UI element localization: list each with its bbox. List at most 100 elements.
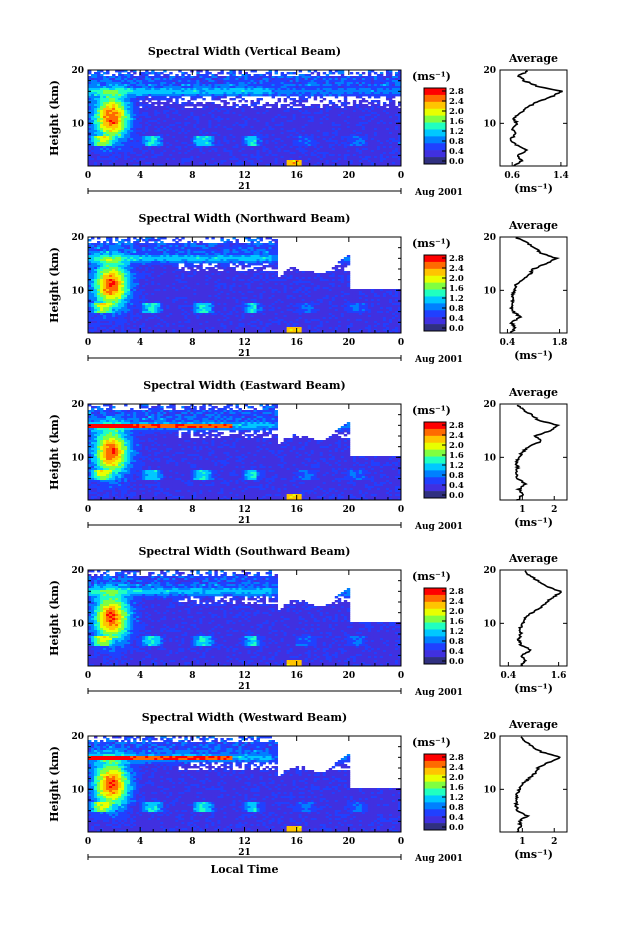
heatmap-cell <box>94 160 98 163</box>
heatmap-cell <box>193 108 197 111</box>
heatmap-cell <box>103 150 107 153</box>
heatmap-cell <box>130 118 134 121</box>
heatmap-cell <box>88 106 92 109</box>
heatmap-cell <box>190 76 194 79</box>
heatmap-cell <box>355 96 360 99</box>
heatmap-cell <box>130 88 134 91</box>
heatmap-cell <box>112 136 116 139</box>
panel-2: Spectral Width (Northward Beam)2010Heigh… <box>48 212 568 365</box>
heatmap-cell <box>88 158 92 161</box>
heatmap-cell <box>196 120 200 123</box>
heatmap-cell <box>160 106 164 109</box>
heatmap-cell <box>187 126 191 129</box>
heatmap-cell <box>118 152 122 155</box>
heatmap-cell <box>145 80 149 83</box>
heatmap-cell <box>97 152 101 155</box>
heatmap-cell <box>112 112 116 115</box>
heatmap-cell <box>97 148 101 151</box>
heatmap-cell <box>157 112 161 115</box>
heatmap-cell <box>151 88 155 91</box>
heatmap-cell <box>196 132 200 135</box>
heatmap-cell <box>148 142 152 145</box>
heatmap-cell <box>172 160 176 163</box>
heatmap-cell <box>139 110 143 113</box>
heatmap-cell <box>205 134 209 137</box>
heatmap-cell <box>115 154 119 157</box>
heatmap-cell <box>130 126 134 129</box>
heatmap-cell <box>205 154 209 157</box>
heatmap-cell <box>157 158 161 161</box>
heatmap-cell <box>199 136 203 139</box>
heatmap-cell <box>106 148 110 151</box>
heatmap-cell <box>91 100 95 103</box>
heatmap-cell <box>190 116 194 119</box>
heatmap-cell <box>115 82 119 85</box>
heatmap-cell <box>154 134 158 137</box>
heatmap-cell <box>199 160 203 163</box>
heatmap-cell <box>154 160 158 163</box>
heatmap-cell <box>184 112 188 115</box>
heatmap-cell <box>145 82 149 85</box>
heatmap-cell <box>163 106 167 109</box>
heatmap-cell <box>178 158 182 161</box>
panel-1: Spectral Width (Vertical Beam)2010Height… <box>48 45 569 198</box>
heatmap-cell <box>175 164 179 167</box>
heatmap-cell <box>127 76 131 79</box>
heatmap-cell <box>166 132 170 135</box>
heatmap-cell <box>154 82 158 85</box>
heatmap-cell <box>325 94 330 97</box>
heatmap-cell <box>190 144 194 147</box>
heatmap-cell <box>169 126 173 129</box>
heatmap-cell <box>130 94 134 97</box>
heatmap-cell <box>178 134 182 137</box>
heatmap-cell <box>103 116 107 119</box>
heatmap-cell <box>94 116 98 119</box>
heatmap-cell <box>100 80 104 83</box>
heatmap-cell <box>154 106 158 109</box>
heatmap-cell <box>130 76 134 79</box>
heatmap-cell <box>154 98 158 101</box>
heatmap-cell <box>103 90 107 93</box>
heatmap-cell <box>94 162 98 165</box>
heatmap-cell <box>157 148 161 151</box>
heatmap-cell <box>94 78 98 81</box>
heatmap-cell <box>100 114 104 117</box>
heatmap-cell <box>208 108 212 111</box>
heatmap-cell <box>103 160 107 163</box>
heatmap-cell <box>160 140 164 143</box>
heatmap-cell <box>130 74 134 77</box>
heatmap-cell <box>115 128 119 131</box>
heatmap-cell <box>97 70 101 73</box>
heatmap-cell <box>94 146 98 149</box>
heatmap-cell <box>106 134 110 137</box>
heatmap-cell <box>133 100 137 103</box>
heatmap-cell <box>178 92 182 95</box>
heatmap-cell <box>145 116 149 119</box>
heatmap-cell <box>136 114 140 117</box>
heatmap-cell <box>187 110 191 113</box>
heatmap-cell <box>169 112 173 115</box>
heatmap-cell <box>205 130 209 133</box>
heatmap-cell <box>196 154 200 157</box>
heatmap-cell <box>193 132 197 135</box>
heatmap-cell <box>160 102 164 105</box>
heatmap-cell <box>184 146 188 149</box>
heatmap-cell <box>100 82 104 85</box>
heatmap-cell <box>100 90 104 93</box>
heatmap-cell <box>145 78 149 81</box>
x-tick-label: 8 <box>189 171 195 181</box>
heatmap-cell <box>94 90 98 93</box>
heatmap-cell <box>157 142 161 145</box>
heatmap-cell <box>142 96 146 99</box>
heatmap-cell <box>130 140 134 143</box>
heatmap-cell <box>106 126 110 129</box>
heatmap-cell <box>175 90 179 93</box>
heatmap-cell <box>124 158 128 161</box>
heatmap-cell <box>88 78 92 81</box>
heatmap-cell <box>157 128 161 131</box>
heatmap-cell <box>127 100 131 103</box>
heatmap-cell <box>181 102 185 105</box>
heatmap-cell <box>196 134 200 137</box>
heatmap-cell <box>202 162 206 165</box>
heatmap-cell <box>103 162 107 165</box>
